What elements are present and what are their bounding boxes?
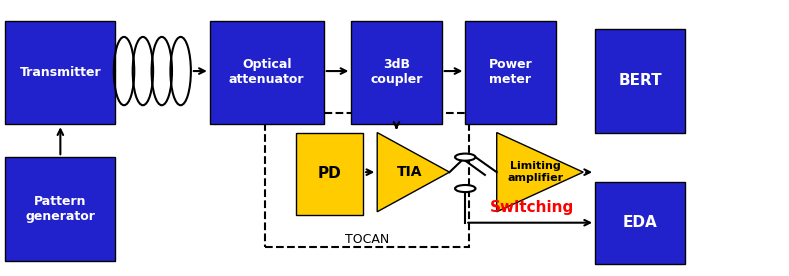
Text: PD: PD bbox=[318, 166, 342, 181]
FancyBboxPatch shape bbox=[296, 132, 363, 214]
Circle shape bbox=[455, 185, 476, 192]
Circle shape bbox=[455, 153, 476, 161]
Polygon shape bbox=[377, 132, 450, 212]
FancyBboxPatch shape bbox=[6, 157, 115, 261]
Text: EDA: EDA bbox=[623, 215, 657, 230]
FancyBboxPatch shape bbox=[595, 29, 686, 132]
Text: 3dB
coupler: 3dB coupler bbox=[370, 59, 423, 86]
Text: Optical
attenuator: Optical attenuator bbox=[229, 59, 305, 86]
Text: TOCAN: TOCAN bbox=[345, 233, 389, 246]
Polygon shape bbox=[497, 132, 583, 212]
Text: Power
meter: Power meter bbox=[488, 59, 533, 86]
FancyBboxPatch shape bbox=[595, 182, 686, 264]
Text: Limiting
amplifier: Limiting amplifier bbox=[507, 161, 563, 183]
FancyBboxPatch shape bbox=[351, 20, 442, 124]
Text: TIA: TIA bbox=[397, 165, 422, 179]
FancyBboxPatch shape bbox=[466, 20, 555, 124]
FancyBboxPatch shape bbox=[210, 20, 323, 124]
Text: Switching: Switching bbox=[490, 200, 574, 215]
FancyBboxPatch shape bbox=[6, 20, 115, 124]
Text: BERT: BERT bbox=[619, 73, 662, 88]
Text: Pattern
generator: Pattern generator bbox=[25, 195, 95, 223]
Text: Transmitter: Transmitter bbox=[20, 66, 101, 79]
